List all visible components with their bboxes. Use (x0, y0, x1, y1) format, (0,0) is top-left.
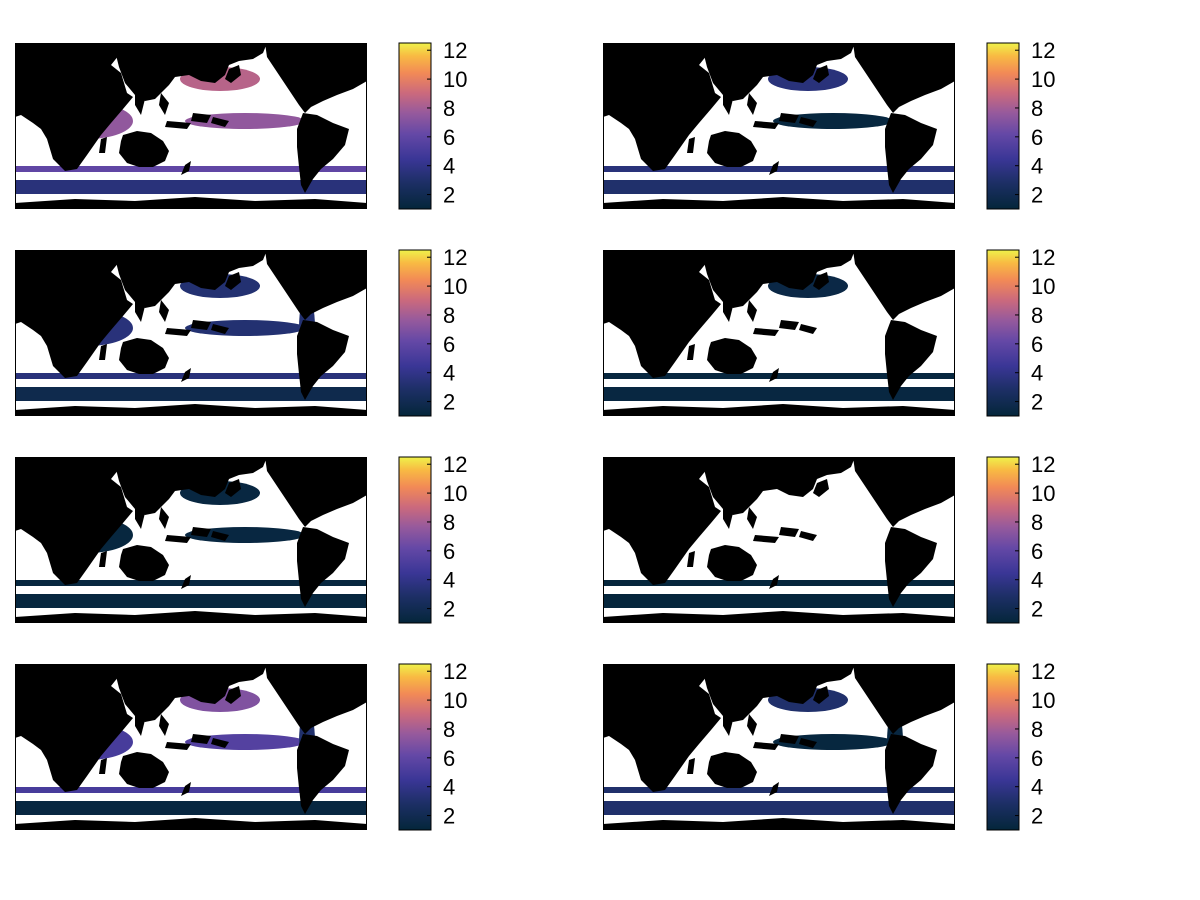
map-frame (15, 457, 367, 623)
colorbar-tick-label: 6 (1031, 746, 1043, 771)
map-frame (603, 43, 955, 209)
data-field (603, 67, 955, 194)
region-so-belt (603, 373, 955, 379)
colorbar-tick-label: 4 (1031, 361, 1043, 386)
colorbar-tick-label: 12 (443, 245, 467, 270)
region-eq (185, 320, 305, 336)
region-eq (773, 113, 893, 129)
colorbar-tick-label: 10 (1031, 67, 1055, 92)
colorbar-tick-label: 8 (443, 510, 455, 535)
colorbar-tick-label: 10 (1031, 481, 1055, 506)
colorbar-tick-label: 2 (443, 390, 455, 415)
colorbar-tick-label: 10 (443, 274, 467, 299)
colorbar-tick-label: 10 (443, 688, 467, 713)
colorbar-tick-label: 4 (443, 154, 455, 179)
colorbar-tick-label: 12 (443, 38, 467, 63)
region-eq (185, 113, 305, 129)
colorbar-tick-label: 12 (443, 659, 467, 684)
colorbar-tick-label: 8 (443, 717, 455, 742)
region-so-band (603, 801, 955, 815)
colorbar-tick-label: 8 (1031, 510, 1043, 535)
colorbar-tick-label: 12 (1031, 245, 1055, 270)
data-field (603, 580, 955, 608)
map-panel-7: 2 4 6 8 10 12 (15, 659, 467, 831)
region-so-belt (15, 373, 367, 379)
map-frame (15, 43, 367, 209)
colorbar (398, 456, 432, 624)
region-so-band (15, 387, 367, 401)
map-panel-4: 2 4 6 8 10 12 (603, 245, 1055, 417)
region-so-belt (603, 787, 955, 793)
map-panel-8: 2 4 6 8 10 12 (603, 659, 1055, 831)
map-panel-1: 2 4 6 8 10 12 (15, 38, 467, 210)
region-so-belt (603, 166, 955, 172)
colorbar-tick-label: 8 (1031, 717, 1043, 742)
map-panel-2: 2 4 6 8 10 12 (603, 38, 1055, 210)
colorbar-tick-label: 2 (1031, 183, 1043, 208)
colorbar (986, 456, 1020, 624)
colorbar-tick-label: 6 (443, 332, 455, 357)
colorbar-tick-label: 6 (443, 746, 455, 771)
region-so-band (603, 180, 955, 194)
colorbar-tick-label: 2 (443, 804, 455, 829)
map-panel-5: 2 4 6 8 10 12 (15, 452, 467, 624)
colorbar-tick-label: 10 (1031, 274, 1055, 299)
region-eq (773, 734, 893, 750)
colorbar-tick-label: 8 (443, 96, 455, 121)
colorbar-tick-label: 12 (1031, 38, 1055, 63)
colorbar-tick-label: 10 (1031, 688, 1055, 713)
colorbar-tick-label: 2 (443, 183, 455, 208)
colorbar-tick-label: 6 (1031, 539, 1043, 564)
map-panel-6: 2 4 6 8 10 12 (603, 452, 1055, 624)
region-so-band (603, 387, 955, 401)
colorbar-tick-label: 4 (1031, 775, 1043, 800)
colorbar-tick-label: 6 (1031, 332, 1043, 357)
colorbar (398, 249, 432, 417)
region-so-band (603, 594, 955, 608)
colorbar-tick-label: 2 (1031, 390, 1043, 415)
colorbar-tick-label: 2 (443, 597, 455, 622)
colorbar (986, 42, 1020, 210)
region-eq (185, 527, 305, 543)
colorbar-tick-label: 6 (443, 539, 455, 564)
region-so-belt (15, 580, 367, 586)
colorbar (398, 42, 432, 210)
colorbar-tick-label: 4 (1031, 568, 1043, 593)
colorbar-tick-label: 8 (1031, 96, 1043, 121)
colorbar (986, 249, 1020, 417)
region-so-band (15, 180, 367, 194)
map-panel-3: 2 4 6 8 10 12 (15, 245, 467, 417)
colorbar-tick-label: 6 (443, 125, 455, 150)
colorbar-tick-label: 2 (1031, 597, 1043, 622)
map-frame (603, 664, 955, 830)
region-so-band (15, 594, 367, 608)
colorbar-tick-label: 10 (443, 67, 467, 92)
region-so-band (15, 801, 367, 815)
region-eq (185, 734, 305, 750)
region-so-belt (15, 166, 367, 172)
map-frame (15, 250, 367, 416)
colorbar-tick-label: 2 (1031, 804, 1043, 829)
colorbar-tick-label: 4 (1031, 154, 1043, 179)
colorbar-tick-label: 4 (443, 361, 455, 386)
colorbar-tick-label: 8 (1031, 303, 1043, 328)
colorbar-tick-label: 4 (443, 775, 455, 800)
colorbar (986, 663, 1020, 831)
colorbar-tick-label: 8 (443, 303, 455, 328)
map-frame (603, 250, 955, 416)
colorbar (398, 663, 432, 831)
colorbar-tick-label: 6 (1031, 125, 1043, 150)
colorbar-tick-label: 12 (1031, 452, 1055, 477)
map-frame (15, 664, 367, 830)
colorbar-tick-label: 10 (443, 481, 467, 506)
colorbar-tick-label: 12 (443, 452, 467, 477)
colorbar-tick-label: 12 (1031, 659, 1055, 684)
map-frame (603, 457, 955, 623)
colorbar-tick-label: 4 (443, 568, 455, 593)
region-so-belt (15, 787, 367, 793)
region-so-belt (603, 580, 955, 586)
